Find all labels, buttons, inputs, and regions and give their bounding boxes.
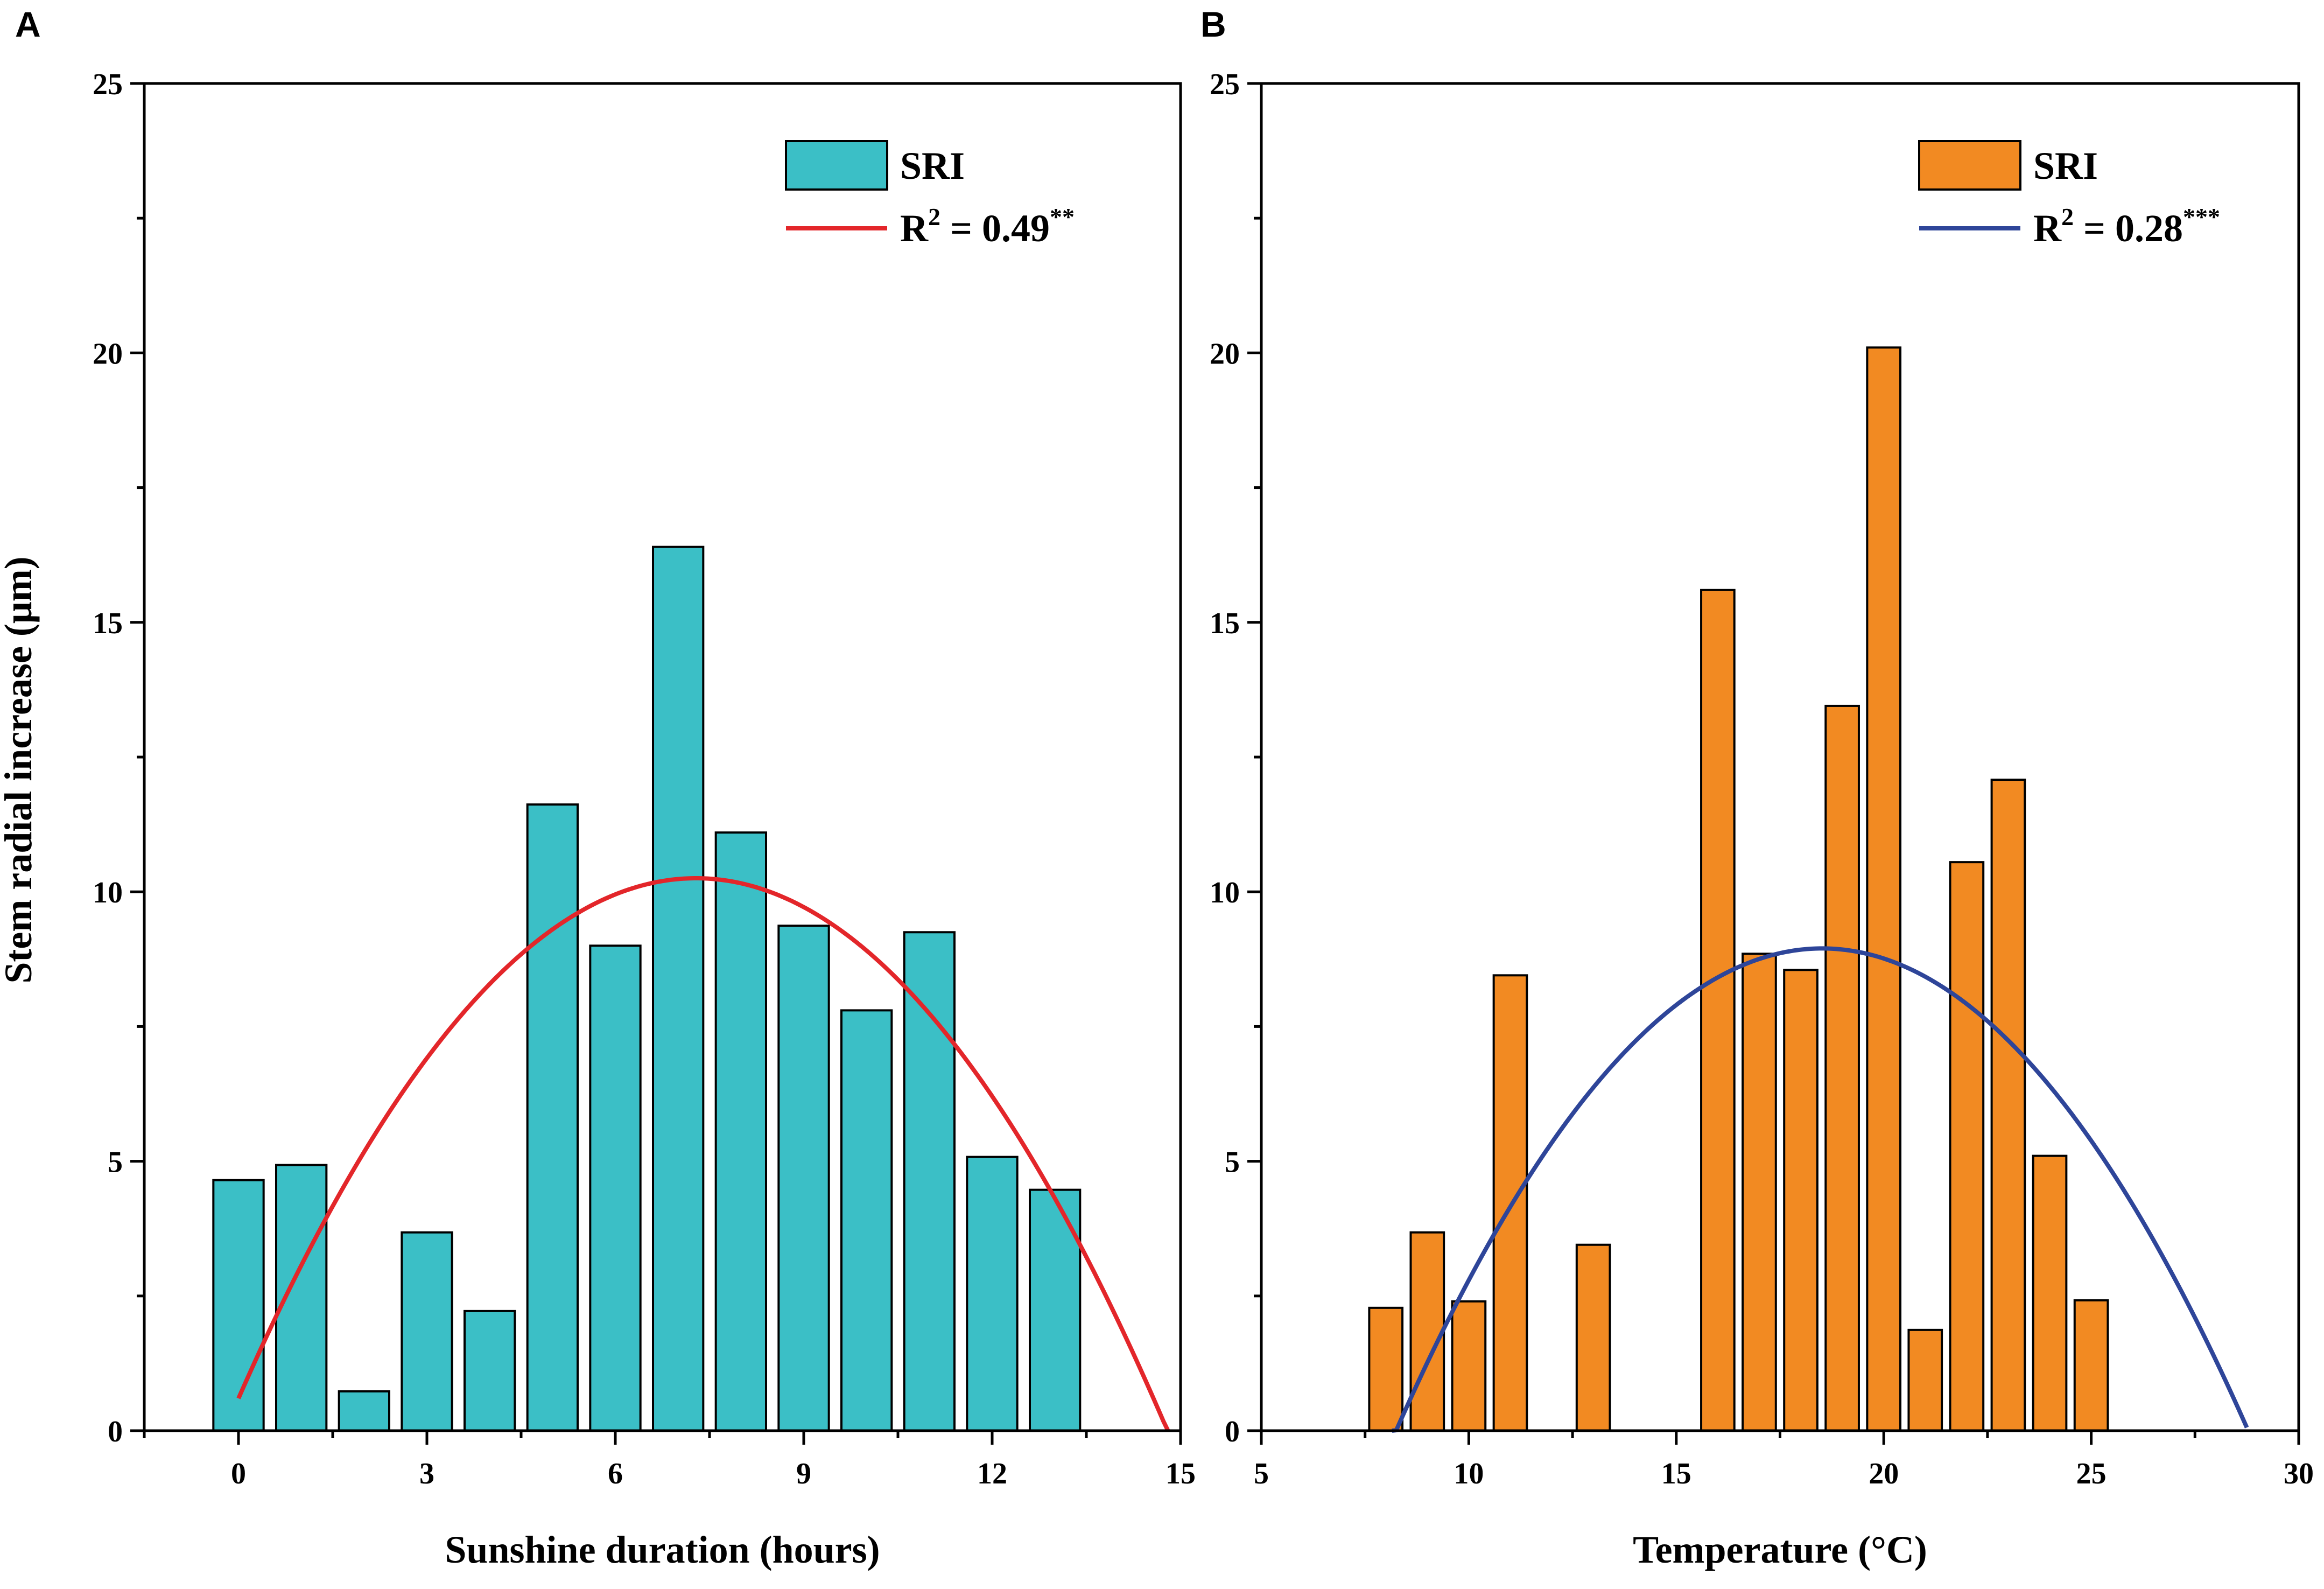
bar-b-6 <box>1742 953 1777 1432</box>
y-tick-label-b-2: 10 <box>1210 876 1240 909</box>
bar-b-5 <box>1700 589 1736 1432</box>
legend-fit-r-b: R <box>2033 207 2062 250</box>
panel-a-chart: 0 5 10 15 20 25 0 3 6 9 12 15 Sunshine duration (hou… <box>93 68 1196 1571</box>
x-axis-title-b: Temperature (°C) <box>1633 1528 1927 1571</box>
bar-b-13 <box>2032 1154 2068 1432</box>
y-tick-label-a-2: 10 <box>93 876 123 909</box>
legend-label-bar-b: SRI <box>2033 144 2098 187</box>
bar-a-0 <box>212 1179 265 1432</box>
x-axis-title-a: Sunshine duration (hours) <box>445 1528 880 1571</box>
legend-fit-sup-a: 2 <box>928 203 940 230</box>
legend-label-fit-b: R2 = 0.28*** <box>2033 203 2220 250</box>
y-tick-label-b-4: 20 <box>1210 337 1240 370</box>
x-tick-label-a-1: 3 <box>419 1457 434 1490</box>
fit-curve-b <box>1392 946 2249 1433</box>
bar-b-10 <box>1907 1328 1943 1432</box>
x-tick-label-b-5: 30 <box>2284 1457 2314 1490</box>
y-tick-label-b-3: 15 <box>1210 607 1240 640</box>
panel-label-b: B <box>1200 4 1226 44</box>
bar-b-4 <box>1575 1243 1611 1432</box>
bar-a-5 <box>526 803 579 1432</box>
x-tick-label-a-3: 9 <box>796 1457 811 1490</box>
x-tick-label-a-2: 6 <box>608 1457 623 1490</box>
bar-b-7 <box>1783 969 1819 1432</box>
x-tick-label-a-0: 0 <box>231 1457 246 1490</box>
bar-b-14 <box>2073 1299 2109 1432</box>
x-tick-label-b-0: 5 <box>1254 1457 1269 1490</box>
legend-fit-value-a: = 0.49 <box>940 207 1050 250</box>
bar-a-12 <box>966 1156 1019 1432</box>
legend-fit-r-a: R <box>900 207 929 250</box>
x-tick-label-b-4: 25 <box>2076 1457 2107 1490</box>
bar-a-11 <box>903 931 956 1432</box>
legend-swatch-a <box>785 140 888 191</box>
bar-b-0 <box>1368 1306 1404 1432</box>
bar-a-7 <box>652 545 705 1432</box>
bar-a-3 <box>401 1231 453 1432</box>
bar-a-6 <box>589 944 642 1432</box>
bar-b-2 <box>1451 1300 1487 1432</box>
bar-a-8 <box>714 831 767 1432</box>
legend-swatch-b <box>1918 140 2021 191</box>
y-tick-label-b-1: 5 <box>1225 1146 1240 1179</box>
x-tick-label-b-3: 20 <box>1869 1457 1899 1490</box>
bar-a-9 <box>777 925 830 1432</box>
legend-label-fit-a: R2 = 0.49** <box>900 203 1075 250</box>
bar-a-4 <box>464 1310 516 1432</box>
y-tick-label-b-0: 0 <box>1225 1415 1240 1448</box>
y-axis-title: Stem radial increase (μm) <box>0 556 40 983</box>
y-tick-label-a-4: 20 <box>93 337 123 370</box>
y-tick-label-b-5: 25 <box>1210 68 1240 101</box>
panel-label-a: A <box>15 4 41 44</box>
y-tick-label-a-0: 0 <box>108 1415 123 1448</box>
bar-a-13 <box>1029 1188 1082 1432</box>
bar-b-1 <box>1409 1231 1445 1432</box>
x-tick-label-a-5: 15 <box>1165 1457 1196 1490</box>
bar-b-8 <box>1824 704 1860 1432</box>
x-tick-label-a-4: 12 <box>977 1457 1007 1490</box>
y-tick-label-a-3: 15 <box>93 607 123 640</box>
legend-fit-sup-b: 2 <box>2061 203 2074 230</box>
x-tick-label-b-1: 10 <box>1454 1457 1484 1490</box>
bar-a-10 <box>840 1009 893 1432</box>
y-tick-label-a-1: 5 <box>108 1146 123 1179</box>
bar-b-9 <box>1866 346 1902 1432</box>
x-tick-label-b-2: 15 <box>1661 1457 1691 1490</box>
bar-a-2 <box>338 1390 391 1432</box>
legend-fit-stars-b: *** <box>2183 203 2220 230</box>
bar-b-12 <box>1990 779 2026 1432</box>
bar-b-11 <box>1949 861 1985 1432</box>
legend-label-bar-a: SRI <box>900 144 965 187</box>
y-tick-label-a-5: 25 <box>93 68 123 101</box>
fit-curve-a <box>236 876 1170 1432</box>
legend-fit-stars-a: ** <box>1050 203 1075 230</box>
legend-fit-value-b: = 0.28 <box>2074 207 2183 250</box>
